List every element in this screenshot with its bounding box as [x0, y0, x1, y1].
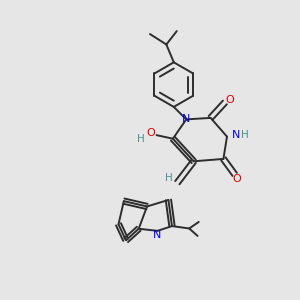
Text: O: O — [226, 95, 234, 105]
Text: N: N — [182, 114, 190, 124]
Text: O: O — [146, 128, 155, 138]
Text: H: H — [137, 134, 145, 144]
Text: O: O — [233, 174, 242, 184]
Text: H: H — [241, 130, 249, 140]
Text: N: N — [153, 230, 161, 240]
Text: H: H — [165, 173, 173, 183]
Text: N: N — [232, 130, 240, 140]
